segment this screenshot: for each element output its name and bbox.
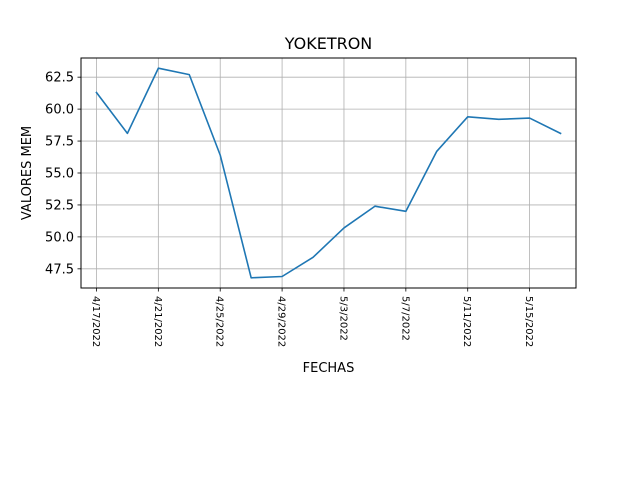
series-line — [95, 67, 562, 279]
data-point — [281, 276, 283, 278]
x-tick-label: 5/11/2022 — [461, 296, 472, 347]
data-point — [127, 133, 129, 135]
x-axis-label: FECHAS — [303, 361, 355, 376]
data-point — [529, 117, 531, 119]
chart-title: YOKETRON — [284, 34, 373, 53]
data-point — [96, 92, 98, 94]
x-axis: 4/17/2022 4/21/2022 4/25/2022 4/29/2022 5/3/… — [90, 288, 534, 347]
y-tick-label: 55.0 — [45, 167, 74, 182]
x-tick-label: 4/17/2022 — [90, 296, 101, 347]
x-tick-label: 5/7/2022 — [399, 296, 410, 341]
x-tick-label: 5/3/2022 — [337, 296, 348, 341]
data-point — [436, 150, 438, 152]
data-point — [158, 67, 160, 69]
y-axis-label: VALORES MEM — [20, 126, 35, 220]
y-tick-label: 60.0 — [45, 103, 74, 118]
y-tick-label: 62.5 — [45, 71, 74, 86]
data-point — [219, 154, 221, 156]
data-point — [374, 205, 376, 207]
y-axis: 47.5 50.0 52.5 55.0 57.5 60.0 62.5 — [45, 71, 81, 277]
data-point — [343, 227, 345, 229]
data-point — [467, 116, 469, 118]
data-point — [405, 211, 407, 213]
x-tick-label: 4/29/2022 — [276, 296, 287, 347]
y-tick-label: 52.5 — [45, 198, 74, 213]
y-tick-label: 57.5 — [45, 135, 74, 150]
x-tick-label: 4/21/2022 — [152, 296, 163, 347]
data-point — [560, 133, 562, 135]
series-group — [95, 67, 562, 279]
y-tick-label: 47.5 — [45, 262, 74, 277]
y-tick-label: 50.0 — [45, 230, 74, 245]
data-point — [312, 257, 314, 259]
x-tick-label: 5/15/2022 — [523, 296, 534, 347]
data-point — [188, 74, 190, 76]
x-tick-label: 4/25/2022 — [214, 296, 225, 347]
data-point — [250, 277, 252, 279]
grid-lines — [81, 58, 576, 288]
data-point — [498, 119, 500, 121]
